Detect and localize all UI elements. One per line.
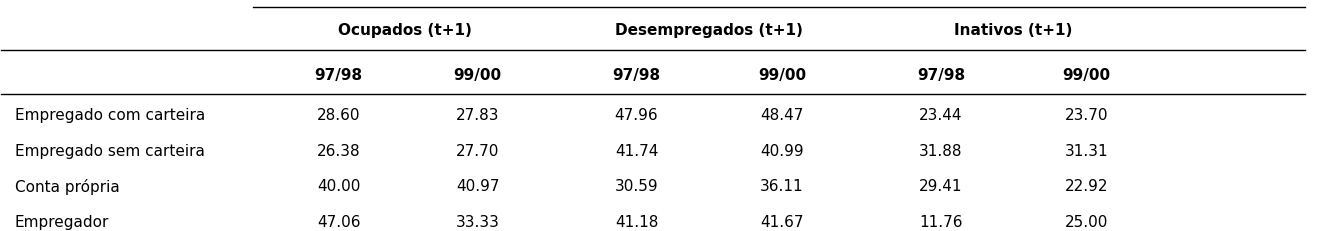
Text: 99/00: 99/00: [758, 67, 806, 82]
Text: 41.67: 41.67: [760, 214, 804, 229]
Text: 99/00: 99/00: [453, 67, 501, 82]
Text: Inativos (t+1): Inativos (t+1): [955, 23, 1073, 38]
Text: Empregado com carteira: Empregado com carteira: [15, 107, 206, 122]
Text: 23.70: 23.70: [1065, 107, 1109, 122]
Text: 97/98: 97/98: [314, 67, 363, 82]
Text: 47.06: 47.06: [317, 214, 361, 229]
Text: 31.88: 31.88: [919, 143, 963, 158]
Text: 23.44: 23.44: [919, 107, 963, 122]
Text: 40.00: 40.00: [317, 179, 361, 194]
Text: Empregador: Empregador: [15, 214, 109, 229]
Text: 27.70: 27.70: [456, 143, 500, 158]
Text: Desempregados (t+1): Desempregados (t+1): [615, 23, 804, 38]
Text: Empregado sem carteira: Empregado sem carteira: [15, 143, 204, 158]
Text: 11.76: 11.76: [919, 214, 963, 229]
Text: Ocupados (t+1): Ocupados (t+1): [338, 23, 472, 38]
Text: 22.92: 22.92: [1065, 179, 1109, 194]
Text: 41.18: 41.18: [615, 214, 658, 229]
Text: 30.59: 30.59: [615, 179, 658, 194]
Text: 99/00: 99/00: [1062, 67, 1110, 82]
Text: Conta própria: Conta própria: [15, 178, 119, 194]
Text: 27.83: 27.83: [456, 107, 500, 122]
Text: 31.31: 31.31: [1065, 143, 1109, 158]
Text: 97/98: 97/98: [613, 67, 660, 82]
Text: 47.96: 47.96: [615, 107, 658, 122]
Text: 48.47: 48.47: [760, 107, 804, 122]
Text: 28.60: 28.60: [317, 107, 361, 122]
Text: 36.11: 36.11: [760, 179, 804, 194]
Text: 41.74: 41.74: [615, 143, 658, 158]
Text: 40.99: 40.99: [760, 143, 804, 158]
Text: 29.41: 29.41: [919, 179, 963, 194]
Text: 33.33: 33.33: [456, 214, 500, 229]
Text: 25.00: 25.00: [1065, 214, 1109, 229]
Text: 97/98: 97/98: [916, 67, 965, 82]
Text: 40.97: 40.97: [456, 179, 500, 194]
Text: 26.38: 26.38: [317, 143, 361, 158]
